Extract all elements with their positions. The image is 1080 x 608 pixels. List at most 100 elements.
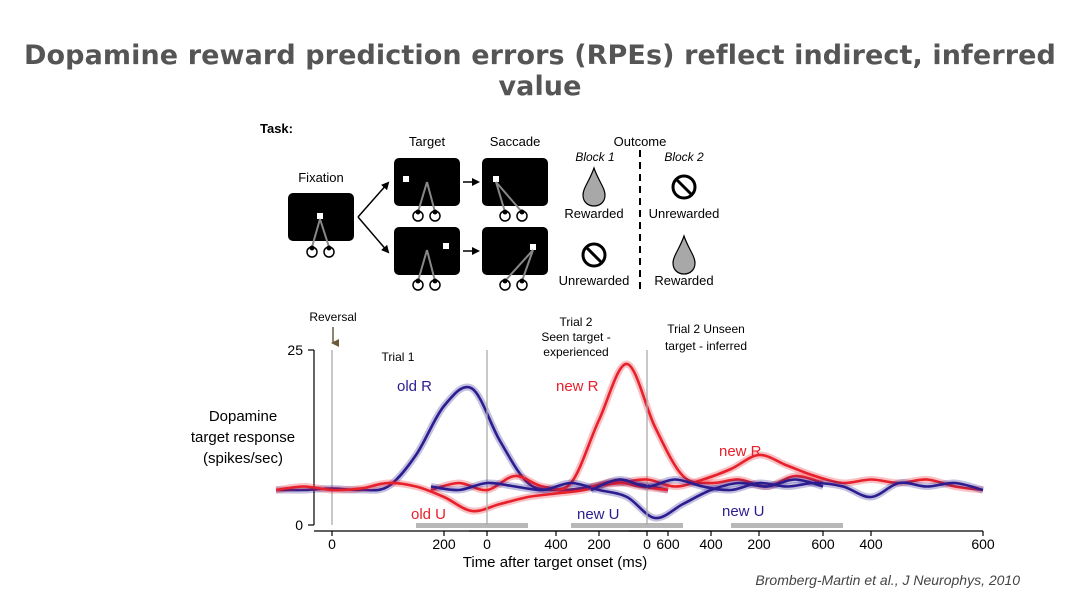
x-tick-label: 0 — [328, 536, 336, 552]
data-point — [674, 479, 676, 481]
analysis-window — [731, 523, 843, 528]
data-point — [702, 479, 704, 481]
saccade-screen-top — [482, 158, 548, 222]
x-tick-label: 0 — [483, 536, 491, 552]
x-tick-label: 200 — [747, 536, 771, 552]
outcome-block1-top: Rewarded — [564, 206, 623, 221]
x-tick-label: 200 — [587, 536, 611, 552]
data-point — [471, 388, 473, 390]
data-point — [331, 489, 333, 491]
data-point — [654, 426, 656, 428]
data-point — [667, 489, 669, 491]
data-point — [618, 479, 620, 481]
target-screen-bottom — [394, 227, 460, 291]
data-point — [583, 489, 585, 491]
outcome-block1-bottom: Unrewarded — [559, 273, 630, 288]
data-point — [626, 496, 628, 498]
x-tick-label: 400 — [859, 536, 883, 552]
data-point — [842, 486, 844, 488]
fixation-label: Fixation — [298, 170, 344, 185]
data-point — [275, 489, 277, 491]
data-point — [387, 482, 389, 484]
panel-title: Trial 1 — [382, 350, 415, 364]
data-point — [359, 488, 361, 490]
data-point — [682, 475, 684, 477]
data-point — [710, 482, 712, 484]
data-point — [758, 482, 760, 484]
data-point — [430, 486, 432, 488]
data-point — [443, 405, 445, 407]
series-label: new R — [556, 378, 599, 395]
data-point — [527, 496, 529, 498]
data-point — [514, 486, 516, 488]
y-tick-label: 25 — [287, 342, 303, 358]
series-label: new U — [722, 503, 765, 520]
data-point — [486, 489, 488, 491]
x-tick-label: 200 — [432, 536, 456, 552]
series-label: old U — [411, 506, 446, 523]
data-point — [590, 489, 592, 491]
series-line — [430, 478, 824, 520]
saccade-label: Saccade — [490, 134, 541, 149]
task-schematic: Task: Fixation Target Saccade Outcome Bl… — [260, 121, 719, 292]
x-tick-label: 600 — [971, 536, 995, 552]
data-point — [738, 482, 740, 484]
slide-title: Dopamine reward prediction errors (RPEs)… — [23, 40, 1056, 102]
series-label: new R — [719, 443, 762, 460]
data-point — [458, 489, 460, 491]
data-point — [870, 496, 872, 498]
y-axis-label: target response — [191, 429, 295, 446]
juice-drop-icon — [582, 166, 606, 207]
reversal-label: Reversal — [309, 310, 356, 324]
series-label: new U — [577, 506, 620, 523]
data-point — [555, 493, 557, 495]
data-point — [646, 486, 648, 488]
data-point — [514, 475, 516, 477]
juice-drop-icon — [672, 234, 696, 275]
y-tick-label: 0 — [295, 517, 303, 533]
data-point — [626, 363, 628, 365]
no-reward-icon — [671, 174, 697, 200]
data-point — [415, 486, 417, 488]
task-label: Task: — [260, 121, 293, 136]
data-point — [542, 489, 544, 491]
data-point — [898, 482, 900, 484]
data-point — [499, 440, 501, 442]
series-line — [590, 453, 984, 492]
data-point — [794, 479, 796, 481]
data-point — [702, 486, 704, 488]
arrow-icon — [357, 181, 390, 218]
x-tick-label: 600 — [811, 536, 835, 552]
saccade-screen-bottom — [482, 227, 548, 291]
analysis-window — [571, 523, 683, 528]
fixation-screen — [288, 193, 354, 258]
data-point — [814, 482, 816, 484]
rpe-chart: 0 25 Dopamine target response (spikes/sec) Re… — [191, 310, 995, 571]
data-point — [443, 496, 445, 498]
outcome-block2-top: Unrewarded — [649, 206, 720, 221]
data-point — [646, 479, 648, 481]
data-point — [486, 482, 488, 484]
y-axis-label: (spikes/sec) — [203, 450, 283, 467]
block1-label: Block 1 — [575, 150, 614, 164]
citation: Bromberg-Martin et al., J Neurophys, 201… — [755, 572, 1020, 588]
panel-title: Seen target - — [541, 330, 610, 344]
data-point — [786, 486, 788, 488]
data-point — [954, 482, 956, 484]
data-point — [471, 510, 473, 512]
block2-label: Block 2 — [664, 150, 704, 164]
data-point — [598, 419, 600, 421]
analysis-window — [416, 523, 528, 528]
series-label: old R — [397, 378, 432, 395]
data-point — [654, 517, 656, 519]
arrow-icon — [357, 216, 390, 254]
y-axis-label: Dopamine — [209, 408, 277, 425]
x-tick-label: 400 — [699, 536, 723, 552]
data-point — [926, 479, 928, 481]
data-point — [870, 479, 872, 481]
x-tick-label: 600 — [656, 536, 680, 552]
x-tick-label: 0 — [643, 536, 651, 552]
data-point — [730, 468, 732, 470]
panel-title: experienced — [543, 345, 608, 359]
